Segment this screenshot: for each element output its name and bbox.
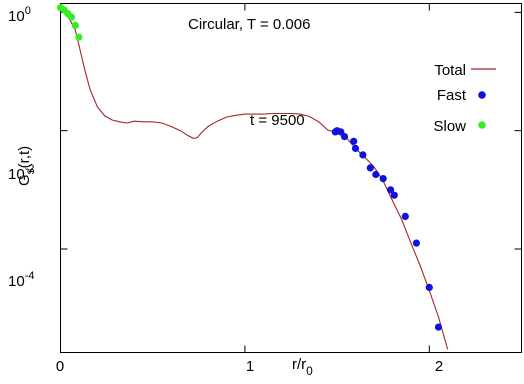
data-point-fast — [412, 239, 420, 247]
legend-swatch-slow — [478, 121, 486, 129]
y-tick-label: 100 — [8, 5, 31, 25]
y-axis-label: Gs(r,t) — [16, 146, 37, 186]
legend-label-slow: Slow — [433, 118, 466, 135]
legend-swatch-fast — [478, 91, 486, 99]
data-point-fast — [379, 175, 387, 183]
x-tick-label: 1 — [246, 358, 254, 375]
data-point-fast — [387, 186, 395, 194]
legend-label-total: Total — [434, 62, 466, 79]
legend: Total Fast Slow — [433, 62, 496, 135]
chart-title: Circular, T = 0.006 — [188, 16, 310, 33]
y-tick-label: 10-2 — [8, 163, 34, 183]
data-point-fast — [351, 144, 360, 152]
data-point-fast — [372, 170, 380, 179]
series-line-total — [60, 7, 449, 350]
time-annotation: t = 9500 — [250, 112, 305, 129]
data-point-fast — [340, 133, 349, 141]
legend-label-fast: Fast — [437, 87, 467, 104]
series-layer — [56, 4, 449, 350]
x-tick-label: 0 — [56, 358, 64, 375]
x-axis-label: r/r0 — [292, 356, 313, 378]
x-tick-label: 2 — [435, 358, 443, 375]
data-point-fast — [359, 151, 367, 159]
data-point-fast — [434, 323, 443, 331]
data-point-slow — [68, 13, 76, 21]
data-point-fast — [401, 212, 409, 220]
plot-frame — [60, 3, 522, 353]
axis-ticks — [60, 3, 522, 353]
y-tick-label: 10-4 — [8, 270, 34, 290]
data-point-slow — [75, 33, 83, 41]
data-point-fast — [366, 164, 374, 172]
data-point-fast — [390, 191, 398, 199]
data-point-slow — [71, 21, 79, 29]
data-point-fast — [350, 137, 358, 145]
data-point-fast — [425, 283, 433, 291]
